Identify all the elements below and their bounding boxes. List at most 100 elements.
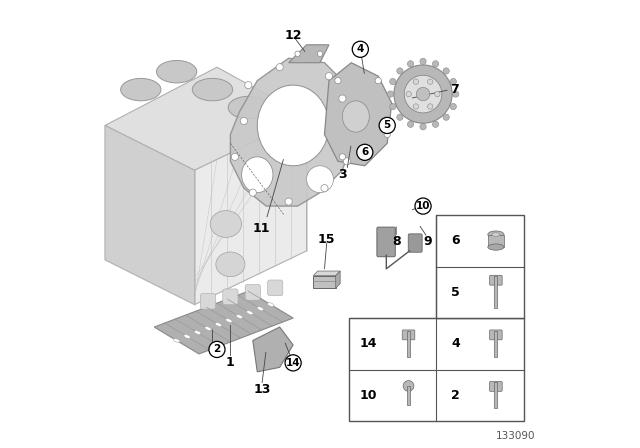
Ellipse shape	[193, 78, 233, 101]
Circle shape	[435, 91, 440, 97]
Text: 3: 3	[338, 168, 347, 181]
Circle shape	[384, 131, 390, 138]
Circle shape	[379, 117, 396, 134]
FancyBboxPatch shape	[408, 234, 422, 252]
Bar	[407, 386, 410, 405]
Polygon shape	[314, 271, 340, 276]
Circle shape	[339, 95, 346, 102]
Text: 2: 2	[451, 389, 460, 402]
Text: 11: 11	[253, 222, 271, 235]
Ellipse shape	[246, 311, 253, 314]
Ellipse shape	[173, 339, 180, 342]
Text: 5: 5	[383, 121, 391, 130]
Ellipse shape	[257, 85, 329, 166]
Circle shape	[443, 68, 449, 74]
Bar	[349, 318, 524, 421]
Ellipse shape	[268, 303, 274, 306]
Ellipse shape	[216, 252, 245, 277]
Polygon shape	[230, 58, 351, 206]
Text: 6: 6	[451, 234, 460, 247]
Circle shape	[356, 144, 373, 160]
Bar	[407, 331, 410, 357]
Circle shape	[404, 75, 442, 113]
FancyBboxPatch shape	[200, 293, 216, 309]
Circle shape	[339, 154, 346, 160]
Ellipse shape	[195, 331, 201, 334]
Text: 12: 12	[284, 29, 302, 43]
Circle shape	[394, 65, 452, 123]
FancyBboxPatch shape	[223, 289, 238, 305]
Circle shape	[375, 78, 381, 84]
Ellipse shape	[184, 335, 190, 338]
Circle shape	[408, 121, 413, 127]
Circle shape	[325, 73, 333, 80]
Circle shape	[276, 64, 284, 71]
Text: 5: 5	[451, 286, 460, 299]
Ellipse shape	[210, 211, 242, 237]
FancyBboxPatch shape	[245, 284, 260, 300]
FancyBboxPatch shape	[490, 330, 502, 340]
Bar	[494, 331, 497, 357]
Ellipse shape	[257, 307, 264, 310]
Ellipse shape	[205, 327, 211, 331]
Circle shape	[428, 79, 433, 84]
Circle shape	[285, 198, 292, 205]
Text: 7: 7	[450, 83, 459, 96]
Bar	[494, 383, 497, 409]
Polygon shape	[154, 291, 293, 354]
Circle shape	[390, 103, 396, 110]
Circle shape	[443, 114, 449, 121]
Bar	[488, 235, 504, 247]
Text: 15: 15	[318, 233, 335, 246]
Circle shape	[450, 78, 456, 85]
Text: 14: 14	[286, 358, 300, 368]
Text: 13: 13	[253, 383, 271, 396]
Ellipse shape	[121, 78, 161, 101]
Text: 10: 10	[416, 201, 430, 211]
Circle shape	[249, 189, 257, 196]
Circle shape	[428, 104, 433, 109]
Circle shape	[420, 58, 426, 65]
FancyBboxPatch shape	[490, 382, 502, 392]
Circle shape	[397, 114, 403, 121]
Text: 1: 1	[226, 356, 235, 370]
Text: 133090: 133090	[495, 431, 535, 441]
Text: 9: 9	[423, 235, 432, 249]
Polygon shape	[253, 327, 293, 372]
Ellipse shape	[488, 231, 504, 238]
Polygon shape	[336, 271, 340, 288]
Text: 4: 4	[451, 337, 460, 350]
Circle shape	[452, 91, 459, 97]
Ellipse shape	[488, 244, 504, 250]
Polygon shape	[105, 67, 307, 170]
Circle shape	[209, 341, 225, 358]
Circle shape	[240, 117, 248, 125]
Polygon shape	[289, 45, 329, 63]
Circle shape	[352, 41, 369, 57]
Circle shape	[413, 79, 419, 84]
Circle shape	[390, 78, 396, 85]
Circle shape	[416, 87, 430, 101]
Text: 4: 4	[356, 44, 364, 54]
FancyBboxPatch shape	[377, 227, 396, 257]
Circle shape	[317, 51, 323, 56]
FancyBboxPatch shape	[490, 275, 502, 285]
Circle shape	[408, 61, 413, 67]
Circle shape	[397, 68, 403, 74]
Bar	[314, 276, 336, 288]
Circle shape	[433, 61, 438, 67]
Circle shape	[244, 82, 252, 89]
Text: 6: 6	[361, 147, 369, 157]
Circle shape	[387, 91, 394, 97]
Text: 8: 8	[392, 235, 401, 249]
Circle shape	[420, 124, 426, 130]
Text: 14: 14	[360, 337, 377, 350]
Circle shape	[403, 381, 414, 392]
Circle shape	[295, 51, 300, 56]
Circle shape	[413, 104, 419, 109]
Ellipse shape	[266, 116, 302, 135]
Circle shape	[415, 198, 431, 214]
Ellipse shape	[307, 166, 333, 193]
Circle shape	[321, 185, 328, 192]
Text: 2: 2	[213, 345, 221, 354]
